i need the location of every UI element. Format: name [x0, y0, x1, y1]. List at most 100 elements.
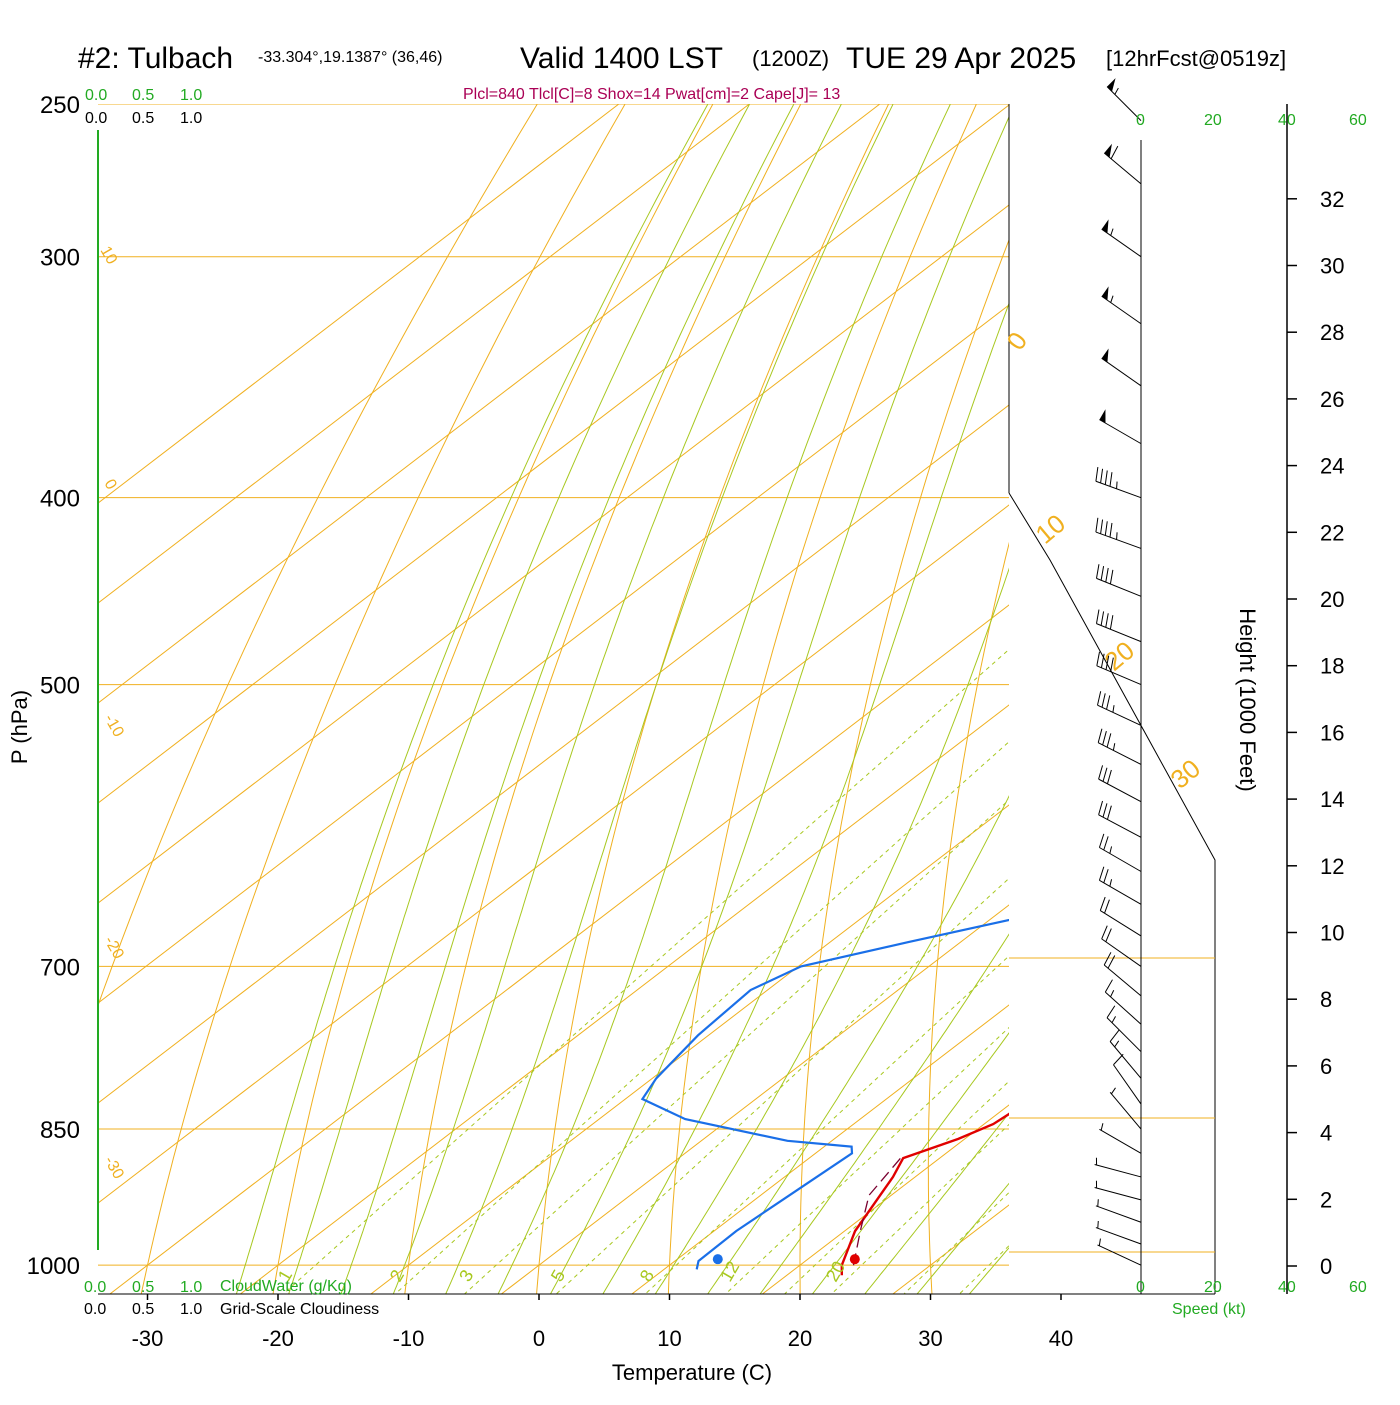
wind-barb-full — [1099, 867, 1103, 881]
wind-barb-full — [1096, 518, 1098, 532]
wind-barb — [1102, 219, 1141, 256]
wind-barb-full — [1096, 467, 1098, 481]
wind-barb-half — [1111, 229, 1113, 236]
wind-barb-full — [1111, 146, 1118, 159]
cloudiness-label: Grid-Scale Cloudiness — [220, 1301, 379, 1318]
dry-adiabat-label: 10 — [1030, 508, 1071, 550]
wind-barb-full — [1103, 731, 1107, 745]
wind-barb-full — [1107, 733, 1111, 747]
cloudwater-label: CloudWater (g/Kg) — [220, 1278, 352, 1295]
wind-barb-shaft — [1098, 743, 1141, 765]
dry-adiabat--10 — [404, 104, 801, 1298]
speed-tick-bottom-2: 40 — [1278, 1279, 1296, 1296]
isotherm--50 — [0, 104, 1400, 1294]
height-tick-label: 30 — [1320, 254, 1344, 279]
x-tick-label: 10 — [657, 1326, 681, 1351]
y-axis-label: P (hPa) — [7, 690, 32, 764]
wind-barb-half — [1101, 1123, 1103, 1130]
cloudwater-tick-bottom-2: 1.0 — [180, 1279, 202, 1296]
mixing-ratio-36 — [955, 498, 1400, 1298]
wind-barb-shaft — [1100, 911, 1141, 936]
wind-barb — [1099, 867, 1141, 905]
dry-adiabat-label: 10 — [97, 244, 121, 268]
y-tick-label: 400 — [40, 486, 80, 513]
wind-barb-half — [1098, 1221, 1099, 1228]
height-tick-label: 22 — [1320, 520, 1344, 545]
wind-barb-shaft — [1096, 1206, 1141, 1222]
stability-indices: Plcl=840 Tlcl[C]=8 Shox=14 Pwat[cm]=2 Ca… — [463, 86, 840, 103]
height-tick-label: 2 — [1320, 1187, 1332, 1212]
wind-barb — [1104, 952, 1141, 996]
moist-adiabat-36 — [966, 104, 1400, 1298]
height-tick-label: 8 — [1320, 987, 1332, 1012]
cloudiness-tick-top-0: 0.0 — [85, 110, 107, 127]
wind-barb-half — [1111, 1088, 1115, 1094]
wind-barb-full — [1098, 729, 1102, 743]
isotherm--80 — [0, 104, 1010, 1294]
wind-barb-full — [1108, 956, 1115, 969]
moist-adiabat-20 — [757, 104, 1392, 1298]
mixing-ratio-8 — [641, 498, 1400, 1298]
isotherm-0 — [501, 104, 1400, 1294]
y-tick-label: 1000 — [27, 1253, 80, 1280]
wind-barb-shaft — [1104, 153, 1141, 184]
mixing-ratio-label: 3 — [455, 1266, 477, 1285]
speed-tick-bottom-1: 20 — [1204, 1279, 1222, 1296]
moist-adiabat-32 — [914, 104, 1400, 1298]
wind-barb — [1104, 144, 1141, 184]
wind-barb — [1095, 1181, 1141, 1200]
mixing-ratio-label: 20 — [822, 1258, 849, 1285]
cloudwater-tick-top-2: 1.0 — [180, 87, 202, 104]
wind-barb-shaft — [1102, 358, 1141, 386]
height-tick-label: 10 — [1320, 921, 1344, 946]
moist-adiabat-12 — [653, 104, 1174, 1298]
mixing-ratio-28 — [900, 498, 1400, 1298]
wind-barb-full — [1105, 900, 1110, 913]
moist-adiabat--8 — [392, 104, 842, 1298]
isotherm-30 — [893, 104, 1400, 1294]
mixing-ratio-12 — [721, 498, 1400, 1298]
isotherm-50 — [1154, 104, 1400, 1294]
wind-barb-flag — [1104, 144, 1112, 158]
wind-barb — [1095, 1158, 1141, 1177]
speed-tick-bottom-0: 0 — [1136, 1279, 1145, 1296]
moist-adiabat--4 — [444, 104, 893, 1298]
wind-barb-half — [1113, 743, 1114, 750]
wind-barb-full — [1110, 570, 1112, 584]
plot-right-slant — [1009, 493, 1215, 1294]
isotherm-10 — [632, 104, 1400, 1294]
wind-barb-full — [1110, 615, 1112, 629]
wind-barb — [1096, 1221, 1141, 1244]
wind-barb-full — [1096, 564, 1098, 578]
dry-adiabat--40 — [8, 104, 537, 1298]
wind-barb-half — [1098, 1199, 1099, 1206]
wind-barb — [1097, 691, 1141, 725]
wind-barb-shaft — [1102, 296, 1141, 324]
wind-barb-flag — [1099, 409, 1105, 423]
dry-adiabat-label: 30 — [1165, 753, 1206, 795]
cloudwater-tick-top-1: 0.5 — [132, 87, 154, 104]
wind-barb — [1099, 834, 1141, 872]
wind-barb-full — [1107, 695, 1110, 709]
dry-adiabat-label: 0 — [1000, 326, 1033, 355]
speed-tick-bottom-3: 60 — [1349, 1279, 1367, 1296]
wind-barb-shaft — [1097, 1245, 1141, 1265]
moist-adiabat-16 — [705, 104, 1274, 1298]
height-tick-label: 26 — [1320, 387, 1344, 412]
wind-barb — [1096, 518, 1141, 549]
moist-adiabat-28 — [862, 104, 1400, 1298]
mixing-ratio-label: 5 — [547, 1266, 569, 1285]
isotherm-20 — [762, 104, 1400, 1294]
wind-barb — [1110, 1030, 1141, 1078]
wind-barb-half — [1115, 1041, 1119, 1047]
y-tick-label: 300 — [40, 245, 80, 272]
wind-barb-full — [1099, 801, 1103, 815]
wind-barb-shaft — [1102, 939, 1141, 967]
wind-barb-full — [1103, 768, 1107, 782]
wind-barb — [1096, 564, 1141, 596]
wind-barb-half — [1111, 296, 1113, 303]
mixing-ratio-16 — [780, 498, 1400, 1298]
isotherm--70 — [0, 104, 1141, 1294]
wind-barb-half — [1113, 705, 1114, 712]
